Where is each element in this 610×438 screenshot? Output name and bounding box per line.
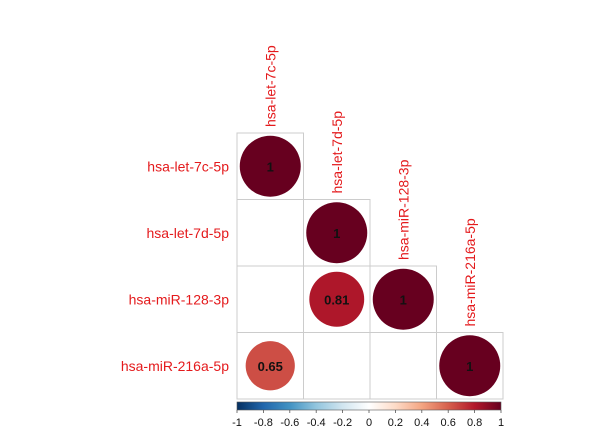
- row-label: hsa-miR-128-3p: [129, 291, 230, 307]
- legend-tick-label: -0.2: [333, 417, 352, 429]
- legend-tick-label: 0.6: [441, 417, 456, 429]
- grid-cell: [303, 332, 371, 400]
- legend-tick-label: 0.2: [388, 417, 403, 429]
- correlation-value-label: 1: [400, 292, 407, 307]
- correlation-value-label: 1: [466, 359, 473, 374]
- correlation-value-label: 0.65: [258, 359, 283, 374]
- column-label: hsa-let-7c-5p: [262, 45, 278, 127]
- color-legend: -1 -0.8 -0.6 -0.4 -0.2 0 0.2 0.4 0.6 0.8 1: [232, 401, 504, 429]
- legend-tick-label: 0: [366, 417, 372, 429]
- correlation-circle: [309, 271, 365, 327]
- row-label: hsa-let-7d-5p: [147, 225, 230, 241]
- legend-tick-label: 0.4: [414, 417, 429, 429]
- row-label: hsa-miR-216a-5p: [121, 358, 229, 374]
- correlation-circle: [372, 268, 434, 330]
- column-label: hsa-miR-128-3p: [395, 159, 411, 260]
- column-labels: hsa-let-7c-5p hsa-let-7d-5p hsa-miR-128-3p…: [262, 45, 478, 326]
- legend-tick-label: -0.6: [280, 417, 299, 429]
- row-label: hsa-let-7c-5p: [147, 158, 229, 174]
- legend-tick-label: -0.8: [254, 417, 273, 429]
- legend-tick-label: 1: [498, 417, 504, 429]
- legend-tick-label: -1: [232, 417, 242, 429]
- correlation-circle: [439, 335, 501, 397]
- color-legend-bar: [236, 401, 502, 411]
- correlation-circle: [239, 135, 301, 197]
- row-labels: hsa-let-7c-5p hsa-let-7d-5p hsa-miR-128-3p…: [121, 158, 229, 374]
- correlation-value-label: 1: [333, 226, 340, 241]
- legend-tick-label: 0.8: [467, 417, 482, 429]
- correlation-circles: [239, 135, 501, 397]
- grid-cell: [236, 265, 304, 333]
- correlation-value-label: 0.81: [324, 292, 349, 307]
- grid-cell: [369, 332, 437, 400]
- correlation-value-labels: 1 1 0.81 1 0.65 1: [258, 159, 474, 374]
- legend-tick-label: -0.4: [307, 417, 326, 429]
- correlation-circle: [245, 341, 295, 391]
- correlation-circle: [306, 202, 368, 264]
- grid-cell: [236, 199, 304, 267]
- column-label: hsa-miR-216a-5p: [462, 218, 478, 326]
- correlation-value-label: 1: [267, 159, 274, 174]
- column-label: hsa-let-7d-5p: [329, 111, 345, 194]
